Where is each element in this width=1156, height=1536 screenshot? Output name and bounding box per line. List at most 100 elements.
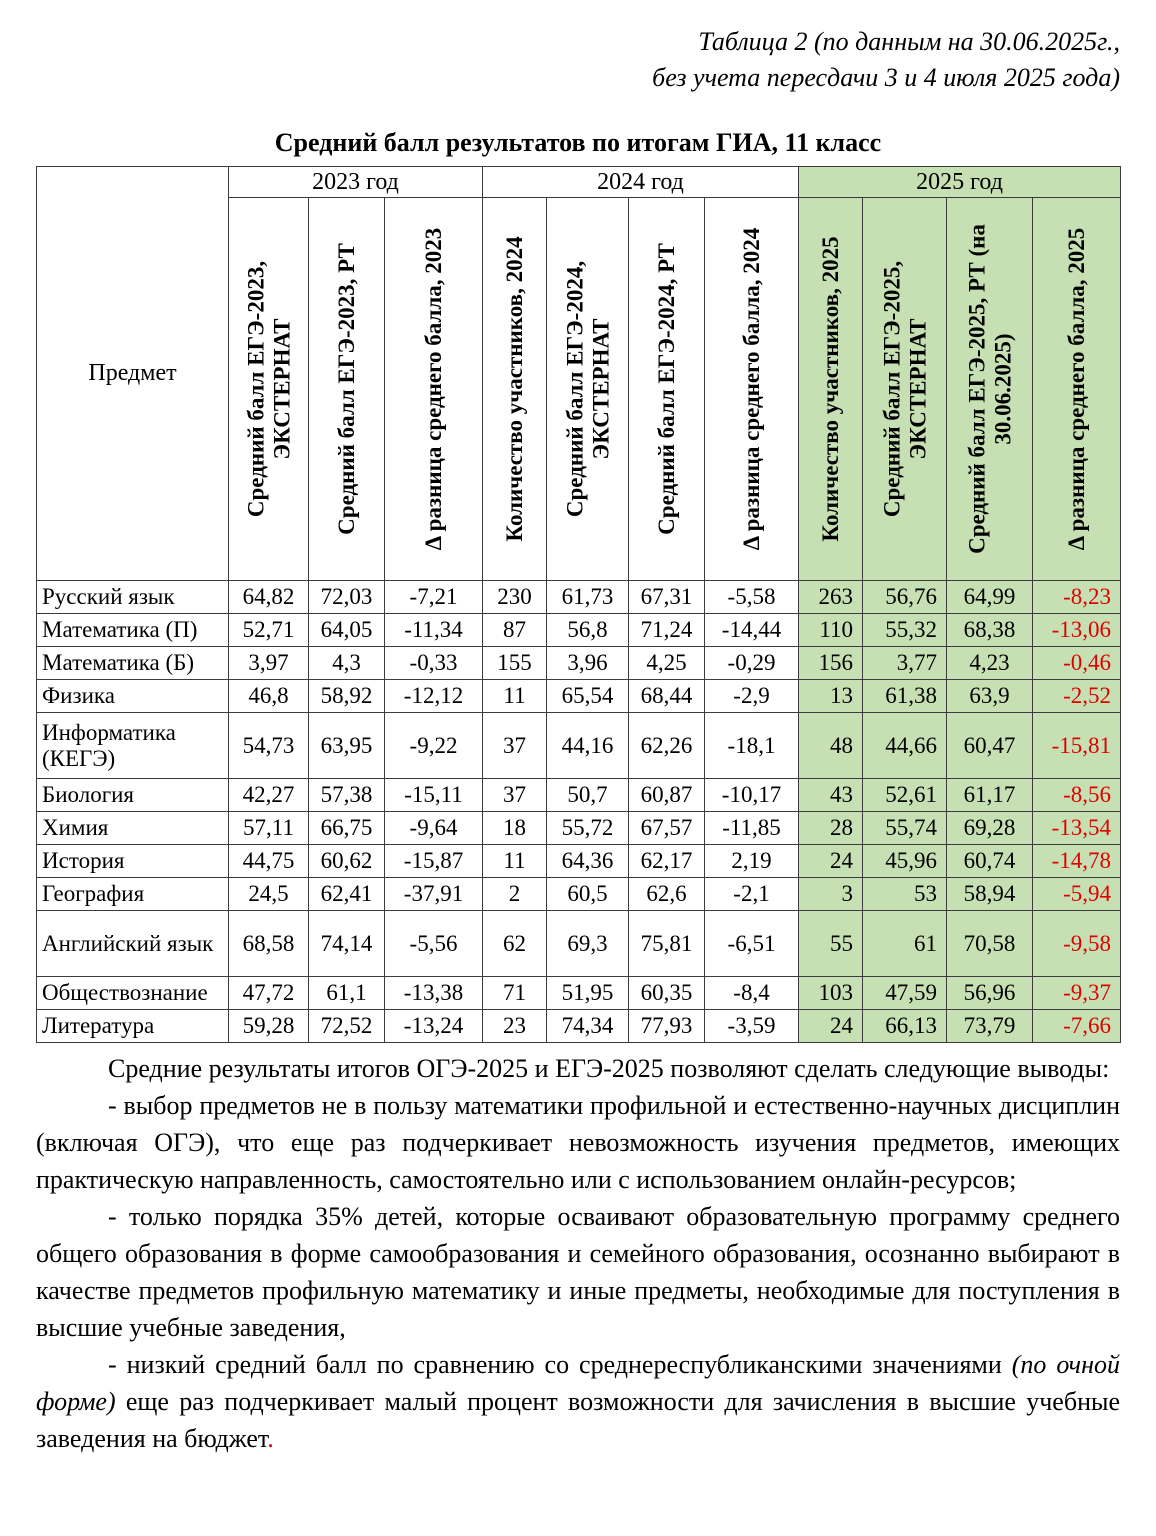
cell-value: 68,44 <box>628 679 705 713</box>
cell-value: 74,34 <box>546 1009 629 1043</box>
cell-value: 47,59 <box>862 976 948 1010</box>
table-row: Русский язык 64,82 72,03 -7,21 230 61,73 67,31… <box>36 580 1122 614</box>
cell-value: 103 <box>798 976 864 1010</box>
column-header-label: Количество участников, 2025 <box>817 236 843 542</box>
notes-text: - низкий средний балл по сравнению со ср… <box>108 1350 1012 1379</box>
cell-value: 54,73 <box>228 712 309 779</box>
column-header-row: Средний балл ЕГЭ-2023, ЭКСТЕРНАТ Средний … <box>37 197 1122 581</box>
cell-value: 4,25 <box>628 646 705 680</box>
cell-value: -14,44 <box>703 613 800 647</box>
cell-value: 3,77 <box>862 646 948 680</box>
cell-value: 74,14 <box>308 910 385 977</box>
cell-value: -5,56 <box>384 910 483 977</box>
cell-value: 72,03 <box>308 580 385 614</box>
table-row: Литература 59,28 72,52 -13,24 23 74,34 77,93 -3… <box>36 1009 1122 1043</box>
table-row: Физика 46,8 58,92 -12,12 11 65,54 68,44 -2,9 13 6… <box>36 679 1122 713</box>
cell-value: 68,58 <box>228 910 309 977</box>
cell-value: -8,56 <box>1032 778 1122 812</box>
cell-value: 63,95 <box>308 712 385 779</box>
cell-value: 155 <box>482 646 547 680</box>
cell-value: 57,11 <box>228 811 309 845</box>
caption-line-1: Таблица 2 (по данным на 30.06.2025г., <box>698 27 1120 56</box>
cell-value: 52,61 <box>862 778 948 812</box>
cell-subject: Математика (Б) <box>36 646 229 680</box>
caption-line-2: без учета пересдачи 3 и 4 июля 2025 года… <box>652 63 1120 92</box>
cell-value: 45,96 <box>862 844 948 878</box>
cell-value: 60,47 <box>946 712 1034 779</box>
table-row: Математика (Б) 3,97 4,3 -0,33 155 3,96 4,25 -0,… <box>36 646 1122 680</box>
notes-text: Средние результаты итогов ОГЭ-2025 и ЕГЭ… <box>108 1054 1110 1083</box>
red-period: . <box>267 1424 274 1453</box>
cell-value: -7,66 <box>1032 1009 1122 1043</box>
cell-value: 56,96 <box>946 976 1034 1010</box>
cell-value: -9,58 <box>1032 910 1122 977</box>
cell-value: 60,35 <box>628 976 705 1010</box>
cell-value: 11 <box>482 679 547 713</box>
column-header-label: Количество участников, 2024 <box>501 236 527 542</box>
cell-value: -15,87 <box>384 844 483 878</box>
cell-value: 62,26 <box>628 712 705 779</box>
cell-value: -0,29 <box>703 646 800 680</box>
cell-value: -13,06 <box>1032 613 1122 647</box>
cell-value: 62,41 <box>308 877 385 911</box>
cell-value: -3,59 <box>703 1009 800 1043</box>
cell-value: 69,3 <box>546 910 629 977</box>
cell-value: 61,17 <box>946 778 1034 812</box>
cell-value: 110 <box>798 613 864 647</box>
cell-value: 64,36 <box>546 844 629 878</box>
cell-value: -5,58 <box>703 580 800 614</box>
cell-value: 47,72 <box>228 976 309 1010</box>
year-group-2023: 2023 год <box>228 166 483 198</box>
cell-value: 59,28 <box>228 1009 309 1043</box>
cell-value: 63,9 <box>946 679 1034 713</box>
cell-value: 58,92 <box>308 679 385 713</box>
cell-value: 3,97 <box>228 646 309 680</box>
cell-value: 73,79 <box>946 1009 1034 1043</box>
cell-value: -11,34 <box>384 613 483 647</box>
cell-value: 2 <box>482 877 547 911</box>
notes-text: - только порядка 35% детей, которые осва… <box>36 1202 1120 1342</box>
table-row: История 44,75 60,62 -15,87 11 64,36 62,17 2,19 2… <box>36 844 1122 878</box>
cell-subject: География <box>36 877 229 911</box>
notes-paragraph-1: Средние результаты итогов ОГЭ-2025 и ЕГЭ… <box>36 1050 1120 1087</box>
cell-value: 24,5 <box>228 877 309 911</box>
notes: Средние результаты итогов ОГЭ-2025 и ЕГЭ… <box>36 1050 1120 1457</box>
cell-value: 64,82 <box>228 580 309 614</box>
cell-value: 4,3 <box>308 646 385 680</box>
cell-value: 24 <box>798 1009 864 1043</box>
cell-value: 60,87 <box>628 778 705 812</box>
cell-value: 55 <box>798 910 864 977</box>
cell-value: -15,81 <box>1032 712 1122 779</box>
table-row: Биология 42,27 57,38 -15,11 37 50,7 60,87 -10,1… <box>36 778 1122 812</box>
cell-value: -11,85 <box>703 811 800 845</box>
column-header-1: Средний балл ЕГЭ-2023, РТ <box>308 197 385 581</box>
cell-value: 65,54 <box>546 679 629 713</box>
cell-value: 75,81 <box>628 910 705 977</box>
cell-value: 52,71 <box>228 613 309 647</box>
cell-value: -0,33 <box>384 646 483 680</box>
column-header-4: Средний балл ЕГЭ-2024, ЭКСТЕРНАТ <box>546 197 629 581</box>
cell-subject: История <box>36 844 229 878</box>
document-page: Таблица 2 (по данным на 30.06.2025г., бе… <box>36 27 1122 1457</box>
cell-value: 64,99 <box>946 580 1034 614</box>
cell-value: 68,38 <box>946 613 1034 647</box>
notes-italic-text: (по очной форме) <box>36 1350 1120 1416</box>
column-header-8: Средний балл ЕГЭ-2025, ЭКСТЕРНАТ <box>862 197 948 581</box>
cell-value: 56,76 <box>862 580 948 614</box>
cell-value: -8,23 <box>1032 580 1122 614</box>
column-header-9: Средний балл ЕГЭ-2025, РТ (на 30.06.2025… <box>946 197 1034 581</box>
cell-value: -10,17 <box>703 778 800 812</box>
cell-value: -7,21 <box>384 580 483 614</box>
cell-subject: Математика (П) <box>36 613 229 647</box>
table-row: Обществознание 47,72 61,1 -13,38 71 51,95 60,3… <box>36 976 1122 1010</box>
cell-value: 24 <box>798 844 864 878</box>
column-header-label: Δ разница среднего балла, 2025 <box>1063 227 1089 551</box>
cell-subject: Биология <box>36 778 229 812</box>
cell-value: 3 <box>798 877 864 911</box>
cell-value: 13 <box>798 679 864 713</box>
year-group-2025: 2025 год <box>798 166 1122 198</box>
cell-value: 18 <box>482 811 547 845</box>
cell-value: 77,93 <box>628 1009 705 1043</box>
cell-value: -37,91 <box>384 877 483 911</box>
notes-paragraph-4: - низкий средний балл по сравнению со ср… <box>36 1346 1120 1457</box>
